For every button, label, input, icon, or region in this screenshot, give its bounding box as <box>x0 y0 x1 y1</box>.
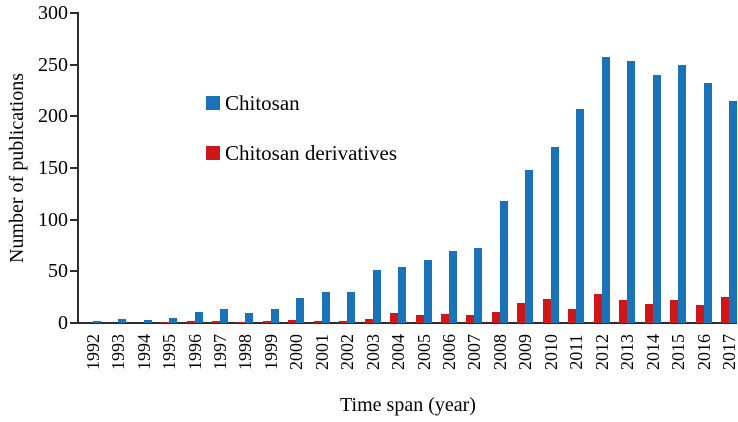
y-tick-mark-150 <box>70 167 77 169</box>
bar-chitosan-2009 <box>525 170 534 323</box>
bar-chitosan-derivatives-2016 <box>695 305 704 323</box>
bar-chitosan-derivatives-2002 <box>339 321 348 323</box>
legend-label-chitosan-derivatives: Chitosan derivatives <box>225 141 398 165</box>
bar-chitosan-derivatives-2012 <box>593 294 602 323</box>
x-tick-label-2009: 2009 <box>515 334 536 370</box>
bar-chitosan-derivatives-2017 <box>720 297 729 323</box>
bar-chitosan-derivatives-1998 <box>237 322 246 323</box>
bar-chitosan-2004 <box>398 267 407 323</box>
bar-chitosan-1993 <box>118 319 127 323</box>
bar-chitosan-2000 <box>296 298 305 323</box>
y-tick-label-150: 150 <box>38 157 68 179</box>
y-tick-mark-0 <box>70 322 77 324</box>
bar-chitosan-derivatives-2007 <box>466 315 475 323</box>
bar-chitosan-1999 <box>270 309 279 323</box>
legend-swatch-chitosan-derivatives <box>206 146 220 160</box>
bar-chitosan-derivatives-2005 <box>415 315 424 323</box>
bar-chitosan-2003 <box>372 270 381 323</box>
bar-chitosan-derivatives-2011 <box>568 309 577 323</box>
y-tick-mark-50 <box>70 270 77 273</box>
bar-chitosan-2010 <box>550 147 559 323</box>
y-axis-line <box>77 12 79 324</box>
bar-chitosan-1998 <box>245 313 254 323</box>
bar-chitosan-derivatives-1999 <box>262 321 271 323</box>
x-tick-label-2017: 2017 <box>718 334 738 370</box>
y-tick-label-250: 250 <box>38 53 68 76</box>
bar-chitosan-2014 <box>652 75 661 323</box>
x-tick-label-1993: 1993 <box>108 334 129 370</box>
bar-chitosan-derivatives-2013 <box>619 300 628 323</box>
y-tick-mark-100 <box>70 218 77 221</box>
x-tick-label-2014: 2014 <box>642 334 663 370</box>
x-tick-label-2001: 2001 <box>311 334 332 370</box>
x-tick-label-2000: 2000 <box>286 334 307 370</box>
x-tick-label-1998: 1998 <box>235 334 256 370</box>
x-tick-label-2002: 2002 <box>337 334 358 370</box>
x-tick-label-2008: 2008 <box>489 334 510 370</box>
bar-chitosan-derivatives-2000 <box>288 320 297 323</box>
x-tick-label-1997: 1997 <box>209 334 230 370</box>
bar-chitosan-1994 <box>143 320 152 323</box>
x-tick-label-2010: 2010 <box>540 334 561 370</box>
bar-chitosan-1995 <box>169 318 178 323</box>
y-tick-label-0: 0 <box>58 312 68 334</box>
x-tick-label-1995: 1995 <box>159 334 180 370</box>
bar-chitosan-derivatives-2010 <box>542 299 551 323</box>
x-tick-label-2016: 2016 <box>693 334 714 370</box>
x-tick-label-2004: 2004 <box>388 334 409 370</box>
bar-chitosan-2011 <box>576 109 585 323</box>
bar-chitosan-2001 <box>321 292 330 323</box>
bar-chitosan-derivatives-2009 <box>517 303 526 323</box>
x-tick-label-2005: 2005 <box>413 334 434 370</box>
x-tick-label-2013: 2013 <box>617 334 638 370</box>
x-tick-label-2015: 2015 <box>668 334 689 370</box>
bar-chitosan-2007 <box>474 248 483 323</box>
legend-swatch-chitosan <box>206 96 220 110</box>
bar-chitosan-derivatives-2014 <box>644 304 653 323</box>
bar-chitosan-derivatives-2001 <box>313 321 322 323</box>
bar-chitosan-2005 <box>423 260 432 323</box>
y-tick-mark-250 <box>70 63 77 66</box>
x-tick-label-2003: 2003 <box>362 334 383 370</box>
bar-chitosan-2012 <box>601 57 610 323</box>
bar-chitosan-derivatives-2015 <box>670 300 679 323</box>
bar-chitosan-derivatives-1997 <box>211 321 220 323</box>
bar-chitosan-derivatives-1996 <box>186 321 195 323</box>
bar-chitosan-2002 <box>347 292 356 323</box>
bar-chitosan-2015 <box>678 65 687 323</box>
bar-chitosan-derivatives-2004 <box>390 313 399 323</box>
x-axis-title: Time span (year) <box>340 394 476 416</box>
x-tick-label-1999: 1999 <box>260 334 281 370</box>
x-tick-label-1992: 1992 <box>82 334 103 370</box>
y-tick-label-100: 100 <box>38 208 68 231</box>
x-tick-label-2011: 2011 <box>566 334 587 370</box>
x-tick-label-2007: 2007 <box>464 334 485 370</box>
y-tick-label-200: 200 <box>38 105 68 128</box>
bar-chitosan-1996 <box>194 312 203 323</box>
y-tick-mark-200 <box>70 115 77 118</box>
bar-chitosan-derivatives-2008 <box>491 312 500 323</box>
x-tick-label-2006: 2006 <box>439 334 459 370</box>
x-tick-label-1994: 1994 <box>133 334 154 370</box>
bar-chitosan-derivatives-2003 <box>364 319 373 323</box>
x-tick-label-1996: 1996 <box>184 334 205 370</box>
x-tick-label-2012: 2012 <box>591 334 612 370</box>
y-tick-label-300: 300 <box>38 2 68 24</box>
bar-chitosan-2008 <box>499 201 508 323</box>
bar-chitosan-1992 <box>92 321 101 323</box>
y-tick-label-50: 50 <box>48 260 68 283</box>
x-axis-line <box>77 322 737 324</box>
bar-chitosan-2013 <box>627 61 636 323</box>
bar-chitosan-1997 <box>219 309 228 323</box>
legend-label-chitosan: Chitosan <box>225 91 300 115</box>
bar-chitosan-2016 <box>703 83 712 323</box>
bar-chitosan-2006 <box>449 251 457 323</box>
y-tick-mark-300 <box>70 12 77 14</box>
bar-chitosan-2017 <box>728 101 737 323</box>
bar-chitosan-derivatives-2006 <box>441 314 449 323</box>
bar-chitosan-derivatives-1995 <box>161 322 170 323</box>
